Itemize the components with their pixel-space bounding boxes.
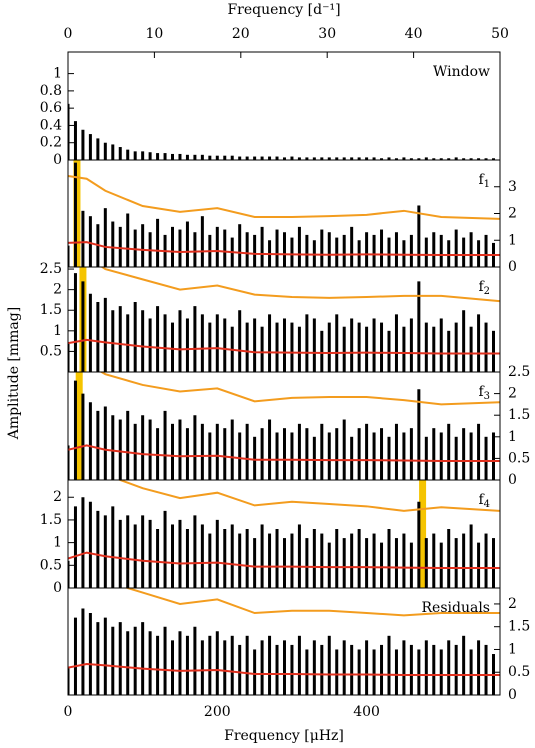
y-tick-label: 0 xyxy=(508,687,517,703)
y-tick-label: 3 xyxy=(508,179,517,195)
y-tick-label: 1.5 xyxy=(508,619,530,635)
y-tick-label: 0.4 xyxy=(40,117,62,133)
y-tick-label: 0.5 xyxy=(508,450,530,466)
y-tick-label: 0.2 xyxy=(40,135,62,151)
x-tick-label: 0 xyxy=(64,704,73,720)
y-tick-label: 0.5 xyxy=(40,343,62,359)
panel-label-subscript: 2 xyxy=(484,286,490,297)
x-tick-label: 200 xyxy=(204,704,231,720)
panel-label-text: f xyxy=(478,384,485,400)
y-tick-label: 1 xyxy=(53,66,62,82)
panel-label-text: Window xyxy=(433,64,490,80)
y-tick-label: 2 xyxy=(508,206,517,222)
y-tick-label: 0.6 xyxy=(40,100,62,116)
threshold-curve xyxy=(68,175,500,220)
highlight xyxy=(419,480,427,588)
y-tick-label: 0.5 xyxy=(508,664,530,680)
panel-label: Window xyxy=(433,64,490,80)
top-tick-label: 30 xyxy=(318,26,336,42)
threshold-curve xyxy=(99,372,500,406)
y-tick-label: 2 xyxy=(53,489,62,505)
top-tick-label: 40 xyxy=(405,26,423,42)
y-tick-label: 1 xyxy=(53,535,62,551)
panel xyxy=(68,160,500,267)
panel xyxy=(68,480,500,588)
panel-label-text: f xyxy=(478,279,485,295)
panel xyxy=(68,267,500,372)
top-tick-label: 0 xyxy=(64,26,73,42)
panel-label-text: Residuals xyxy=(422,600,490,616)
y-tick-label: 0 xyxy=(53,580,62,596)
top-tick-label: 10 xyxy=(145,26,163,42)
threshold-curve xyxy=(68,551,500,570)
y-tick-label: 1 xyxy=(508,429,517,445)
top-tick-label: 50 xyxy=(491,26,509,42)
y-tick-label: 0.8 xyxy=(40,83,62,99)
y-tick-label: 2 xyxy=(508,596,517,612)
panel xyxy=(68,103,496,160)
y-tick-label: 1.5 xyxy=(40,302,62,318)
y-tick-label: 0 xyxy=(53,152,62,168)
y-tick-label: 2 xyxy=(53,282,62,298)
y-tick-label: 0 xyxy=(508,259,517,275)
y-tick-label: 1.5 xyxy=(508,407,530,423)
threshold-curve xyxy=(100,267,500,303)
panel-label-text: f xyxy=(478,492,485,508)
panel-label-subscript: 3 xyxy=(484,391,490,402)
highlight xyxy=(75,372,83,480)
panel-label: f2 xyxy=(478,279,490,297)
panel-label-text: f xyxy=(478,172,485,188)
panel-label: f4 xyxy=(478,492,490,510)
threshold-curve xyxy=(68,338,500,355)
threshold-curve xyxy=(68,663,500,676)
threshold-curve xyxy=(124,588,500,617)
panel-label: Residuals xyxy=(422,600,490,616)
y-tick-label: 1 xyxy=(508,641,517,657)
y-tick-label: 2.5 xyxy=(40,261,62,277)
y-tick-label: 0.5 xyxy=(40,557,62,573)
panel xyxy=(68,372,500,480)
panel-label: f1 xyxy=(478,172,490,190)
x-axis-label: Frequency [μHz] xyxy=(224,728,344,744)
y-tick-label: 1 xyxy=(508,232,517,248)
threshold-curve xyxy=(68,444,500,462)
threshold-curve xyxy=(117,480,500,512)
panel-label-subscript: 1 xyxy=(484,179,490,190)
top-tick-label: 20 xyxy=(232,26,250,42)
top-axis-label: Frequency [d⁻¹] xyxy=(227,2,340,18)
panel-label: f3 xyxy=(478,384,490,402)
y-tick-label: 0 xyxy=(508,472,517,488)
y-tick-label: 1 xyxy=(53,323,62,339)
panel xyxy=(68,588,500,695)
y-tick-label: 2 xyxy=(508,386,517,402)
y-axis-label: Amplitude [mmag] xyxy=(6,307,22,440)
panel-label-subscript: 4 xyxy=(484,499,490,510)
threshold-curve xyxy=(68,241,500,256)
y-tick-label: 1.5 xyxy=(40,512,62,528)
x-tick-label: 400 xyxy=(353,704,380,720)
y-tick-label: 2.5 xyxy=(508,364,530,380)
panel-frame xyxy=(67,587,501,696)
